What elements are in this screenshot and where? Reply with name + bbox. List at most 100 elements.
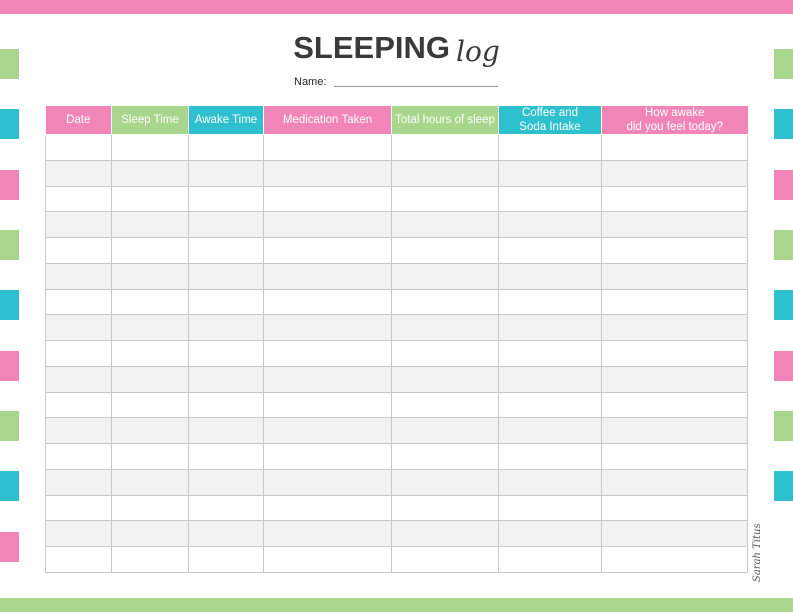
table-cell[interactable] [111, 443, 189, 470]
table-cell[interactable] [111, 211, 189, 238]
table-cell[interactable] [188, 134, 264, 161]
table-cell[interactable] [601, 417, 748, 444]
table-cell[interactable] [188, 520, 264, 547]
table-cell[interactable] [391, 237, 499, 264]
table-cell[interactable] [263, 262, 392, 290]
table-cell[interactable] [263, 391, 392, 419]
table-cell[interactable] [391, 391, 499, 419]
table-cell[interactable] [188, 365, 264, 393]
table-cell[interactable] [601, 494, 748, 522]
table-cell[interactable] [498, 288, 602, 316]
table-cell[interactable] [263, 134, 392, 161]
table-cell[interactable] [498, 237, 602, 264]
table-cell[interactable] [45, 494, 112, 522]
table-cell[interactable] [263, 520, 392, 547]
table-cell[interactable] [111, 468, 189, 496]
table-cell[interactable] [601, 134, 748, 161]
table-cell[interactable] [188, 546, 264, 573]
table-cell[interactable] [498, 314, 602, 341]
table-cell[interactable] [188, 443, 264, 470]
table-cell[interactable] [111, 391, 189, 419]
table-cell[interactable] [188, 391, 264, 419]
table-cell[interactable] [188, 314, 264, 341]
table-cell[interactable] [111, 520, 189, 547]
table-cell[interactable] [601, 262, 748, 290]
table-cell[interactable] [498, 365, 602, 393]
table-cell[interactable] [111, 288, 189, 316]
table-cell[interactable] [391, 262, 499, 290]
table-cell[interactable] [498, 443, 602, 470]
table-cell[interactable] [391, 134, 499, 161]
table-cell[interactable] [45, 468, 112, 496]
table-cell[interactable] [188, 159, 264, 187]
table-cell[interactable] [498, 546, 602, 573]
table-cell[interactable] [111, 494, 189, 522]
table-cell[interactable] [263, 288, 392, 316]
table-cell[interactable] [391, 211, 499, 238]
table-cell[interactable] [498, 159, 602, 187]
table-cell[interactable] [601, 288, 748, 316]
table-cell[interactable] [188, 288, 264, 316]
table-cell[interactable] [601, 546, 748, 573]
table-cell[interactable] [45, 546, 112, 573]
table-cell[interactable] [188, 185, 264, 213]
table-cell[interactable] [45, 262, 112, 290]
table-cell[interactable] [45, 185, 112, 213]
table-cell[interactable] [45, 365, 112, 393]
table-cell[interactable] [601, 365, 748, 393]
table-cell[interactable] [45, 520, 112, 547]
table-cell[interactable] [45, 417, 112, 444]
table-cell[interactable] [498, 468, 602, 496]
table-cell[interactable] [601, 185, 748, 213]
table-cell[interactable] [111, 134, 189, 161]
table-cell[interactable] [601, 211, 748, 238]
table-cell[interactable] [45, 391, 112, 419]
table-cell[interactable] [111, 262, 189, 290]
table-cell[interactable] [111, 159, 189, 187]
table-cell[interactable] [263, 365, 392, 393]
table-cell[interactable] [498, 391, 602, 419]
table-cell[interactable] [601, 520, 748, 547]
table-cell[interactable] [391, 546, 499, 573]
table-cell[interactable] [45, 314, 112, 341]
table-cell[interactable] [111, 546, 189, 573]
table-cell[interactable] [601, 314, 748, 341]
table-cell[interactable] [601, 391, 748, 419]
table-cell[interactable] [498, 340, 602, 367]
table-cell[interactable] [498, 211, 602, 238]
table-cell[interactable] [263, 237, 392, 264]
table-cell[interactable] [391, 314, 499, 341]
table-cell[interactable] [391, 443, 499, 470]
table-cell[interactable] [498, 134, 602, 161]
table-cell[interactable] [263, 468, 392, 496]
table-cell[interactable] [263, 546, 392, 573]
table-cell[interactable] [391, 288, 499, 316]
table-cell[interactable] [391, 159, 499, 187]
table-cell[interactable] [263, 417, 392, 444]
table-cell[interactable] [391, 468, 499, 496]
table-cell[interactable] [188, 468, 264, 496]
table-cell[interactable] [111, 417, 189, 444]
table-cell[interactable] [111, 185, 189, 213]
table-cell[interactable] [45, 159, 112, 187]
table-cell[interactable] [601, 443, 748, 470]
table-cell[interactable] [263, 211, 392, 238]
table-cell[interactable] [188, 340, 264, 367]
table-cell[interactable] [188, 211, 264, 238]
table-cell[interactable] [45, 443, 112, 470]
table-cell[interactable] [498, 185, 602, 213]
table-cell[interactable] [111, 314, 189, 341]
table-cell[interactable] [263, 314, 392, 341]
table-cell[interactable] [111, 365, 189, 393]
name-input-line[interactable] [334, 86, 498, 87]
table-cell[interactable] [45, 237, 112, 264]
table-cell[interactable] [45, 211, 112, 238]
table-cell[interactable] [498, 494, 602, 522]
table-cell[interactable] [45, 288, 112, 316]
table-cell[interactable] [263, 159, 392, 187]
table-cell[interactable] [188, 417, 264, 444]
table-cell[interactable] [601, 468, 748, 496]
table-cell[interactable] [111, 237, 189, 264]
table-cell[interactable] [601, 340, 748, 367]
table-cell[interactable] [601, 159, 748, 187]
